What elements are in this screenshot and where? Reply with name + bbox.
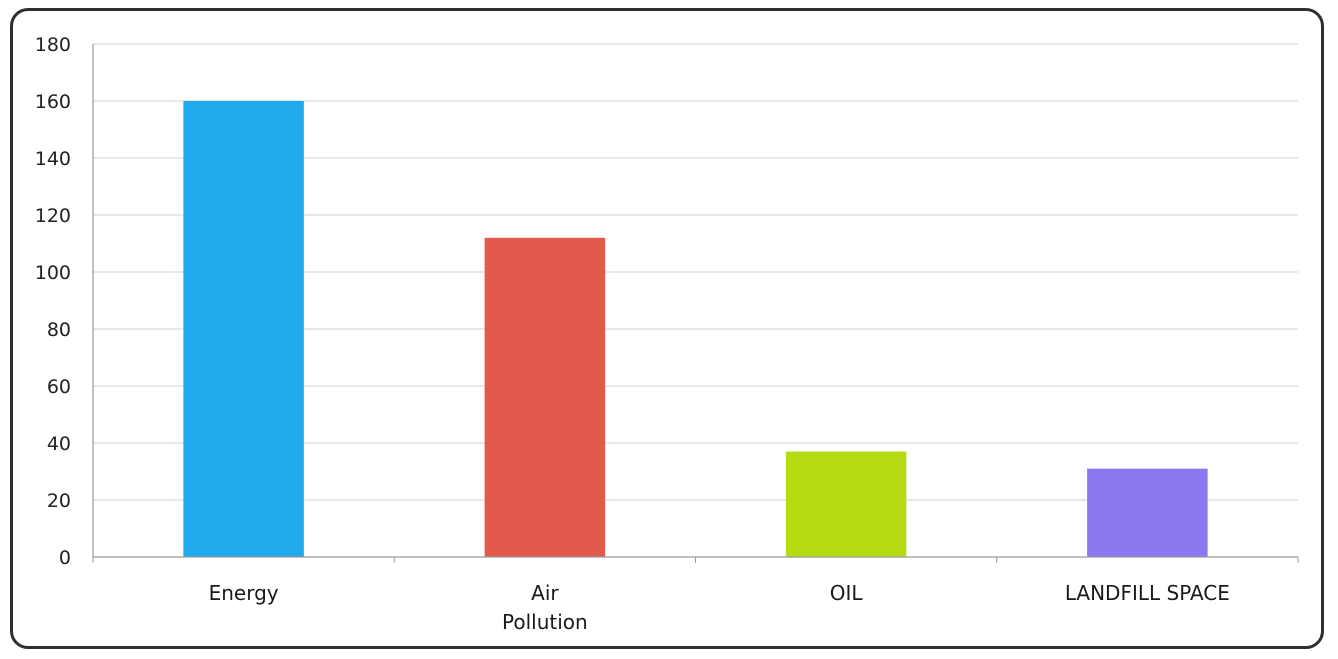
x-tick-label-air-pollution-line-2: Pollution — [502, 610, 588, 634]
y-tick-label-100: 100 — [35, 262, 71, 284]
y-tick-label-160: 160 — [35, 91, 71, 113]
bar-oil — [785, 451, 907, 557]
y-tick-label-0: 0 — [59, 547, 71, 569]
y-tick-label-60: 60 — [47, 376, 71, 398]
x-tick-label-landfill-space: LANDFILL SPACE — [1065, 581, 1230, 605]
y-tick-label-140: 140 — [35, 148, 71, 170]
x-tick-label-energy: Energy — [209, 581, 279, 605]
y-tick-label-180: 180 — [35, 34, 71, 56]
y-tick-label-20: 20 — [47, 490, 71, 512]
x-tick-label-air-pollution-line-1: Air — [531, 581, 559, 605]
y-tick-label-120: 120 — [35, 205, 71, 227]
bars — [183, 101, 1208, 558]
y-tick-label-80: 80 — [47, 319, 71, 341]
bar-landfill-space — [1087, 468, 1208, 557]
tick-labels: 0 20 40 60 80 100 120 140 160 180 Energy Air Polluti… — [35, 34, 1230, 634]
x-tick-label-oil: OIL — [830, 581, 864, 605]
axes — [92, 44, 1299, 563]
y-tick-label-40: 40 — [47, 433, 71, 455]
bar-energy — [183, 101, 304, 557]
bar-air-pollution — [484, 237, 606, 558]
